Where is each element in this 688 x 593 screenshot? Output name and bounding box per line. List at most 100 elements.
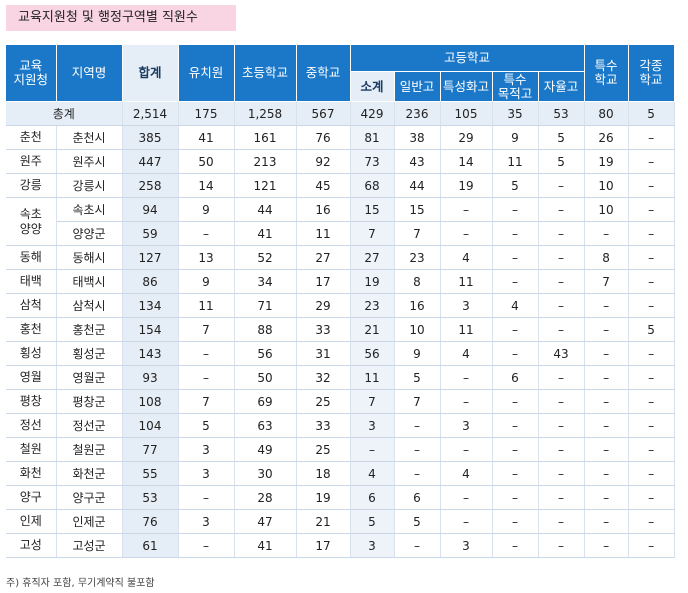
value-cell: – [584,437,629,462]
value-cell: 41 [234,221,297,246]
value-cell: 5 [350,509,395,534]
value-cell: 7 [178,317,235,342]
value-cell: – [350,437,395,462]
total-cell: 236 [394,101,441,126]
office-cell: 강릉 [6,173,57,198]
region-cell: 정선군 [56,413,123,438]
value-cell: 13 [178,245,235,270]
total-cell: 429 [350,101,395,126]
region-cell: 동해시 [56,245,123,270]
value-cell: – [628,197,675,222]
value-cell: 32 [296,365,351,390]
value-cell: 50 [178,149,235,174]
value-cell: – [492,221,539,246]
value-cell: 56 [350,341,395,366]
region-cell: 양구군 [56,485,123,510]
region-cell: 강릉시 [56,173,123,198]
value-cell: – [492,317,539,342]
value-cell: 27 [296,245,351,270]
header-misc-school: 각종 학교 [628,45,675,102]
value-cell: – [628,173,675,198]
value-cell: 5 [538,149,585,174]
value-cell: 385 [122,125,179,150]
value-cell: 108 [122,389,179,414]
value-cell: 127 [122,245,179,270]
value-cell: 18 [296,461,351,486]
value-cell: – [584,389,629,414]
value-cell: – [628,533,675,558]
value-cell: 56 [234,341,297,366]
value-cell: 6 [394,485,441,510]
header-kindergarten: 유치원 [178,45,235,102]
value-cell: 3 [178,509,235,534]
value-cell: – [440,389,493,414]
value-cell: – [492,413,539,438]
value-cell: 44 [394,173,441,198]
value-cell: – [628,485,675,510]
office-cell: 양구 [6,485,57,510]
value-cell: – [584,461,629,486]
total-cell: 105 [440,101,493,126]
value-cell: 49 [234,437,297,462]
value-cell: 3 [350,413,395,438]
value-cell: 77 [122,437,179,462]
value-cell: 41 [234,533,297,558]
value-cell: 8 [394,269,441,294]
value-cell: 143 [122,341,179,366]
table-row: 고성 고성군 61–41 17 3–3– – – – [6,533,675,558]
office-cell: 원주 [6,149,57,174]
value-cell: 71 [234,293,297,318]
value-cell: – [628,293,675,318]
value-cell: 7 [584,269,629,294]
value-cell: 3 [440,413,493,438]
value-cell: 7 [394,221,441,246]
value-cell: – [492,389,539,414]
value-cell: – [492,245,539,270]
table-row: 속초 양양 속초시 94 9 44 16 15 15– – –10– [6,197,675,246]
table-row: 홍천 홍천군 154 7 88 33 21 10 11– – –5 [6,317,675,342]
office-cell: 춘천 [6,125,57,150]
region-cell: 홍천군 [56,317,123,342]
value-cell: – [394,413,441,438]
region-cell: 횡성군 [56,341,123,366]
value-cell: 19 [350,269,395,294]
value-cell: – [584,413,629,438]
value-cell: 4 [440,461,493,486]
value-cell: – [440,221,493,246]
value-cell: – [628,245,675,270]
region-cell: 인제군 [56,509,123,534]
value-cell: 73 [350,149,395,174]
value-cell: 5 [178,413,235,438]
value-cell: 5 [394,509,441,534]
value-cell: – [440,437,493,462]
table-row: 화천 화천군 55 3 30 18 4–4– – – – [6,461,675,486]
value-cell: – [538,389,585,414]
value-cell: 68 [350,173,395,198]
value-cell: – [492,485,539,510]
value-cell: 69 [234,389,297,414]
value-cell: 213 [234,149,297,174]
header-elementary: 초등학교 [234,45,297,102]
value-cell: – [394,437,441,462]
office-cell: 동해 [6,245,57,270]
value-cell: – [492,269,539,294]
value-cell: – [628,341,675,366]
value-cell: 15 [350,197,395,222]
total-cell: 567 [296,101,351,126]
value-cell: 7 [178,389,235,414]
region-cell: 춘천시 [56,125,123,150]
office-cell: 인제 [6,509,57,534]
value-cell: 11 [350,365,395,390]
value-cell: 11 [440,317,493,342]
region-cell: 삼척시 [56,293,123,318]
value-cell: – [628,149,675,174]
value-cell: 52 [234,245,297,270]
value-cell: – [538,221,585,246]
header-high-school-group: 고등학교 [350,45,585,72]
value-cell: 9 [394,341,441,366]
header-special-purpose-high: 특수 목적고 [492,71,539,102]
value-cell: – [492,533,539,558]
table-row: 강릉 강릉시 258 14 121 45 68 44 19 5–10– [6,173,675,198]
office-cell: 삼척 [6,293,57,318]
office-cell: 정선 [6,413,57,438]
